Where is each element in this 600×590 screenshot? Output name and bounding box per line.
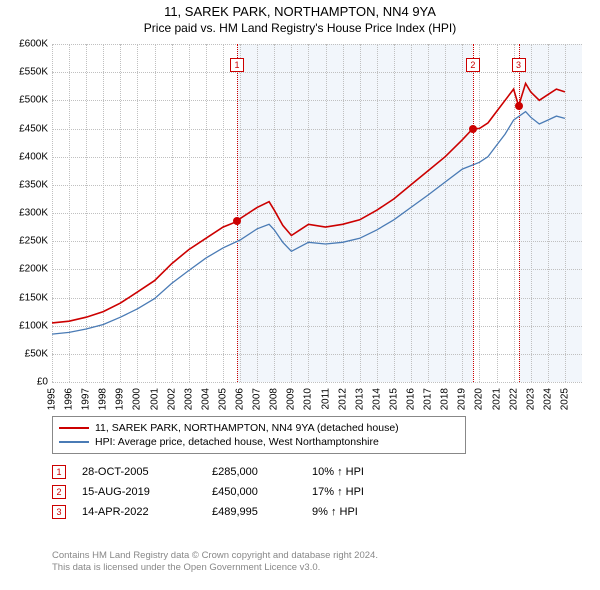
x-axis-label: 1999 bbox=[115, 388, 126, 410]
page-subtitle: Price paid vs. HM Land Registry's House … bbox=[0, 19, 600, 35]
x-axis-label: 2023 bbox=[525, 388, 536, 410]
price-chart: 1 2 3 bbox=[52, 44, 582, 382]
y-axis-label: £500K bbox=[0, 95, 48, 106]
y-axis-label: £600K bbox=[0, 39, 48, 50]
y-axis-label: £200K bbox=[0, 264, 48, 275]
x-axis-label: 2020 bbox=[474, 388, 485, 410]
event-price: £489,995 bbox=[212, 506, 312, 518]
x-axis-label: 1996 bbox=[64, 388, 75, 410]
event-marker-dot bbox=[515, 102, 523, 110]
event-number-box: 3 bbox=[52, 505, 66, 519]
x-axis-label: 2005 bbox=[217, 388, 228, 410]
y-axis-label: £50K bbox=[0, 348, 48, 359]
y-axis-label: £400K bbox=[0, 151, 48, 162]
event-price: £285,000 bbox=[212, 466, 312, 478]
event-pct: 10% ↑ HPI bbox=[312, 466, 432, 478]
x-axis-label: 2019 bbox=[457, 388, 468, 410]
event-number-box: 2 bbox=[52, 485, 66, 499]
event-marker-dot bbox=[233, 217, 241, 225]
x-axis-label: 2014 bbox=[371, 388, 382, 410]
x-axis-label: 2004 bbox=[200, 388, 211, 410]
event-price: £450,000 bbox=[212, 486, 312, 498]
y-axis-label: £300K bbox=[0, 208, 48, 219]
x-axis-label: 2025 bbox=[559, 388, 570, 410]
x-axis-label: 2007 bbox=[252, 388, 263, 410]
x-axis-label: 1998 bbox=[98, 388, 109, 410]
event-row: 2 15-AUG-2019£450,00017% ↑ HPI bbox=[52, 482, 432, 502]
legend-label: HPI: Average price, detached house, West… bbox=[95, 436, 379, 448]
x-axis-label: 2021 bbox=[491, 388, 502, 410]
event-marker-dot bbox=[469, 125, 477, 133]
event-pct: 17% ↑ HPI bbox=[312, 486, 432, 498]
x-axis-label: 1997 bbox=[81, 388, 92, 410]
legend: 11, SAREK PARK, NORTHAMPTON, NN4 9YA (de… bbox=[52, 416, 466, 454]
event-pct: 9% ↑ HPI bbox=[312, 506, 432, 518]
y-axis-label: £150K bbox=[0, 292, 48, 303]
y-axis-label: £250K bbox=[0, 236, 48, 247]
event-marker-box: 2 bbox=[466, 58, 480, 72]
x-axis-label: 2024 bbox=[542, 388, 553, 410]
x-axis-label: 2003 bbox=[183, 388, 194, 410]
gridline-h bbox=[52, 382, 582, 383]
legend-item: 11, SAREK PARK, NORTHAMPTON, NN4 9YA (de… bbox=[59, 421, 459, 435]
event-date: 14-APR-2022 bbox=[82, 506, 212, 518]
x-axis-label: 2017 bbox=[423, 388, 434, 410]
series-line bbox=[52, 112, 565, 335]
event-table: 1 28-OCT-2005£285,00010% ↑ HPI 2 15-AUG-201… bbox=[52, 462, 432, 522]
x-axis-label: 2011 bbox=[320, 388, 331, 410]
x-axis-label: 2001 bbox=[149, 388, 160, 410]
x-axis-label: 2009 bbox=[286, 388, 297, 410]
x-axis-label: 2006 bbox=[235, 388, 246, 410]
event-date: 28-OCT-2005 bbox=[82, 466, 212, 478]
copyright-line: This data is licensed under the Open Gov… bbox=[52, 562, 378, 574]
event-marker-box: 3 bbox=[512, 58, 526, 72]
legend-swatch bbox=[59, 441, 89, 443]
legend-swatch bbox=[59, 427, 89, 429]
event-marker-box: 1 bbox=[230, 58, 244, 72]
series-line bbox=[52, 83, 565, 323]
event-date: 15-AUG-2019 bbox=[82, 486, 212, 498]
event-row: 1 28-OCT-2005£285,00010% ↑ HPI bbox=[52, 462, 432, 482]
legend-item: HPI: Average price, detached house, West… bbox=[59, 435, 459, 449]
x-axis-label: 2008 bbox=[269, 388, 280, 410]
x-axis-label: 2000 bbox=[132, 388, 143, 410]
copyright-line: Contains HM Land Registry data © Crown c… bbox=[52, 550, 378, 562]
y-axis-label: £0 bbox=[0, 377, 48, 388]
x-axis-label: 2022 bbox=[508, 388, 519, 410]
y-axis-label: £100K bbox=[0, 320, 48, 331]
x-axis-label: 2016 bbox=[406, 388, 417, 410]
x-axis-label: 2018 bbox=[440, 388, 451, 410]
series-svg bbox=[52, 44, 582, 382]
y-axis-label: £450K bbox=[0, 123, 48, 134]
x-axis-label: 2002 bbox=[166, 388, 177, 410]
page-title: 11, SAREK PARK, NORTHAMPTON, NN4 9YA bbox=[0, 0, 600, 19]
x-axis-label: 2015 bbox=[388, 388, 399, 410]
x-axis-label: 1995 bbox=[47, 388, 58, 410]
x-axis-label: 2012 bbox=[337, 388, 348, 410]
y-axis-label: £550K bbox=[0, 67, 48, 78]
copyright-notice: Contains HM Land Registry data © Crown c… bbox=[52, 550, 378, 575]
event-row: 3 14-APR-2022£489,9959% ↑ HPI bbox=[52, 502, 432, 522]
x-axis-label: 2013 bbox=[354, 388, 365, 410]
x-axis-label: 2010 bbox=[303, 388, 314, 410]
event-number-box: 1 bbox=[52, 465, 66, 479]
y-axis-label: £350K bbox=[0, 179, 48, 190]
legend-label: 11, SAREK PARK, NORTHAMPTON, NN4 9YA (de… bbox=[95, 422, 399, 434]
